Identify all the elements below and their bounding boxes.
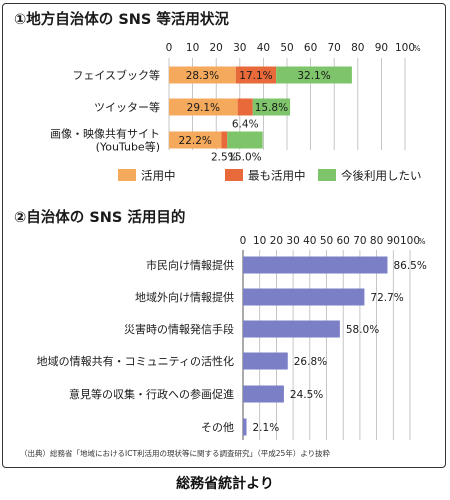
source-note: （出典）総務省「地域におけるICT利活用の現状等に関する調査研究」（平成25年）…: [20, 449, 331, 458]
chart2-bar: [243, 418, 247, 436]
chart2-category-label: その他: [201, 421, 234, 434]
chart2-data-label: 26.8%: [294, 356, 327, 368]
chart1-title: ①地方自治体の SNS 等活用状況: [14, 12, 229, 28]
chart2-title: ②自治体の SNS 活用目的: [14, 210, 186, 226]
chart2-data-label: 24.5%: [290, 389, 323, 401]
chart1-bar-segment: [221, 131, 228, 149]
chart1-data-label: 28.3%: [186, 70, 219, 82]
chart1-tick-label: 30: [233, 42, 246, 54]
chart1-bar-segment: [252, 98, 291, 116]
chart2-category-label: 地域外向け情報提供: [135, 290, 234, 304]
chart1-category-label: 画像・映像共有サイト: [50, 127, 160, 141]
chart1-category-label: (YouTube等): [96, 140, 160, 154]
chart1-legend-label: 活用中: [141, 169, 176, 183]
chart1-tick-label: 50: [280, 42, 293, 54]
chart1-category-label: フェイスブック等: [72, 68, 160, 82]
chart2-tick-label: 70: [353, 235, 366, 247]
chart1-legend-label: 最も活用中: [248, 169, 306, 183]
chart1-data-label: 2.5%: [211, 152, 238, 164]
chart1-bar-segment: [227, 131, 263, 149]
chart1-legend-swatch: [225, 169, 243, 181]
chart1-data-label: 15.8%: [255, 102, 288, 114]
chart1-category-label: ツイッター等: [94, 100, 160, 114]
chart1-unit-label: %: [413, 44, 421, 53]
chart1-data-label: 32.1%: [297, 70, 330, 82]
chart2-category-label: 地域の情報共有・コミュニティの活性化: [37, 354, 234, 368]
chart2-tick-label: 100: [400, 235, 420, 247]
chart1-data-label: 17.1%: [239, 70, 272, 82]
chart2-unit-label: %: [418, 237, 426, 246]
chart2-bar: [243, 320, 340, 338]
chart2-bar: [243, 385, 284, 403]
chart2-category-label: 意見等の収集・行政への参画促進: [69, 387, 234, 401]
chart1-data-label: 6.4%: [232, 119, 259, 131]
chart1-bar-segment: [169, 131, 222, 149]
chart2-data-label: 2.1%: [253, 422, 280, 434]
chart2-tick-label: 20: [270, 235, 283, 247]
chart2-tick-label: 60: [337, 235, 350, 247]
chart1-legend-label: 今後利用したい: [341, 169, 422, 183]
chart2-bar: [243, 256, 388, 274]
chart1-tick-label: 60: [304, 42, 317, 54]
chart2-tick-label: 90: [387, 235, 400, 247]
chart1-bar-segment: [276, 66, 352, 84]
chart1-legend-swatch: [118, 169, 136, 181]
chart1-tick-label: 70: [328, 42, 341, 54]
figure-caption: 総務省統計より: [176, 476, 274, 492]
chart1-tick-label: 0: [166, 42, 173, 54]
chart1-tick-label: 40: [257, 42, 270, 54]
chart2-data-label: 86.5%: [393, 260, 426, 272]
chart2-data-label: 58.0%: [346, 324, 379, 336]
chart1-bar-segment: [235, 66, 277, 84]
chart1-tick-label: 10: [186, 42, 199, 54]
chart1-bar-segment: [169, 66, 236, 84]
chart2-data-label: 72.7%: [370, 292, 403, 304]
chart1-tick-label: 20: [210, 42, 223, 54]
chart2-tick-label: 10: [253, 235, 266, 247]
chart1-tick-label: 80: [351, 42, 364, 54]
chart2-tick-label: 40: [303, 235, 316, 247]
chart1-tick-label: 100: [395, 42, 415, 54]
chart2-category-label: 市民向け情報提供: [146, 258, 234, 272]
chart2-tick-label: 0: [240, 235, 247, 247]
chart1-bar-segment: [169, 98, 238, 116]
chart1-data-label: 29.1%: [187, 102, 220, 114]
chart1-bar-segment: [237, 98, 253, 116]
figure-frame: [2, 3, 446, 468]
chart2-bar: [243, 288, 365, 306]
chart2-tick-label: 80: [370, 235, 383, 247]
chart1-legend-swatch: [318, 169, 336, 181]
chart1-data-label: 15.0%: [228, 152, 261, 164]
chart2-bar: [243, 352, 288, 370]
chart2-tick-label: 50: [320, 235, 333, 247]
chart1-tick-label: 90: [375, 42, 388, 54]
chart2-category-label: 災害時の情報発信手段: [124, 322, 234, 336]
chart2-tick-label: 30: [286, 235, 299, 247]
chart1-data-label: 22.2%: [179, 135, 212, 147]
